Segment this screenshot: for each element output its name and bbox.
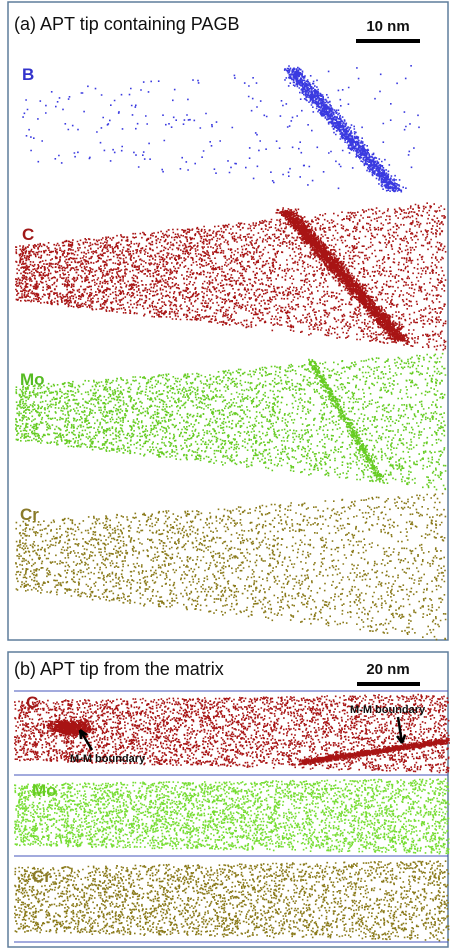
element-label: C xyxy=(26,693,38,712)
panel-b-title: (b) APT tip from the matrix xyxy=(14,659,224,679)
element-label: B xyxy=(22,65,34,84)
element-label: Mo xyxy=(32,781,57,800)
atom-maps xyxy=(14,65,450,942)
scale-bar-label: 20 nm xyxy=(366,661,409,678)
element-label: Cr xyxy=(20,505,39,524)
annotation: M-M boundary xyxy=(350,704,426,716)
element-label: Cr xyxy=(32,867,51,886)
panel-a-title: (a) APT tip containing PAGB xyxy=(14,14,239,34)
atom-cloud xyxy=(22,65,420,193)
annotation: M-M boundary xyxy=(70,753,146,765)
element-label: Mo xyxy=(20,370,45,389)
scale-bar-label: 10 nm xyxy=(366,18,409,35)
atom-cloud xyxy=(15,352,447,491)
arrow xyxy=(395,716,407,744)
arrow xyxy=(78,728,94,751)
atom-cloud xyxy=(14,693,450,774)
atom-cloud xyxy=(15,492,447,641)
element-label: C xyxy=(22,225,34,244)
panel-b-frame xyxy=(7,651,449,948)
atom-cloud xyxy=(14,778,450,855)
atom-cloud xyxy=(14,860,450,942)
atom-cloud xyxy=(15,202,447,351)
panel-a-frame xyxy=(7,1,449,641)
